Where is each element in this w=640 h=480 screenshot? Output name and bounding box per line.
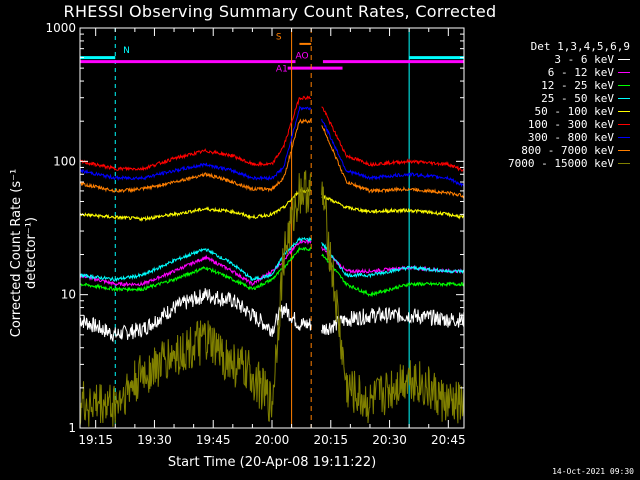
series-line-4	[79, 188, 465, 222]
annotation-a1: A1	[276, 65, 288, 75]
legend-detectors: Det 1,3,4,5,6,9	[530, 40, 630, 53]
series-line-7	[79, 118, 465, 199]
legend-swatch	[618, 85, 630, 86]
y-axis-label: Corrected Count Rate (s⁻¹ detector⁻¹)	[9, 168, 39, 338]
y-tick-label: 100	[53, 154, 76, 168]
legend-item: 100 - 300 keV	[480, 118, 630, 131]
legend-swatch	[618, 111, 630, 112]
series-line-5	[79, 95, 465, 172]
x-axis-label: Start Time (20-Apr-08 19:11:22)	[167, 455, 377, 470]
legend-label: 3 - 6 keV	[554, 53, 614, 66]
y-tick-label: 10	[61, 288, 76, 302]
legend-label: 50 - 100 keV	[534, 105, 614, 118]
series-line-6	[79, 105, 465, 188]
y-tick-label: 1	[68, 421, 76, 435]
legend-item: 50 - 100 keV	[480, 105, 630, 118]
legend-swatch	[618, 98, 630, 99]
legend-label: 6 - 12 keV	[547, 66, 614, 79]
legend-item: 25 - 50 keV	[480, 92, 630, 105]
x-tick-label: 20:30	[372, 433, 407, 447]
x-tick-label: 19:15	[78, 433, 113, 447]
y-tick-label: 1000	[45, 21, 76, 35]
legend-item: 3 - 6 keV	[480, 53, 630, 66]
series-line-2	[79, 245, 465, 298]
timestamp: 14-Oct-2021 09:30	[552, 467, 634, 476]
legend-label: 300 - 800 keV	[527, 131, 614, 144]
legend-swatch	[618, 59, 630, 60]
series-line-0	[79, 288, 465, 343]
plot-frame	[79, 27, 465, 429]
legend: Det 1,3,4,5,6,9 3 - 6 keV 6 - 12 keV 12 - …	[480, 40, 630, 170]
legend-label: 12 - 25 keV	[541, 79, 614, 92]
x-tick-label: 19:45	[196, 433, 231, 447]
legend-item: 800 - 7000 keV	[480, 144, 630, 157]
annotation-s: S	[276, 32, 282, 42]
x-tick-label: 20:45	[431, 433, 466, 447]
legend-swatch	[618, 124, 630, 125]
legend-item: 300 - 800 keV	[480, 131, 630, 144]
annotation-n: N	[123, 46, 130, 56]
legend-label: 7000 - 15000 keV	[508, 157, 614, 170]
legend-item: 12 - 25 keV	[480, 79, 630, 92]
legend-swatch	[618, 137, 630, 138]
legend-swatch	[618, 150, 630, 151]
legend-label: 25 - 50 keV	[541, 92, 614, 105]
legend-label: 100 - 300 keV	[527, 118, 614, 131]
legend-swatch	[618, 72, 630, 73]
legend-item: 6 - 12 keV	[480, 66, 630, 79]
x-tick-label: 20:15	[313, 433, 348, 447]
legend-swatch	[618, 163, 630, 164]
series-line-8	[79, 170, 465, 427]
chart-title: RHESSI Observing Summary Count Rates, Co…	[63, 2, 497, 21]
annotation-ao: AO	[296, 52, 309, 62]
x-tick-label: 19:30	[137, 433, 172, 447]
series-line-3	[79, 236, 465, 283]
x-tick-label: 20:00	[255, 433, 290, 447]
legend-label: 800 - 7000 keV	[521, 144, 614, 157]
legend-item: 7000 - 15000 keV	[480, 157, 630, 170]
